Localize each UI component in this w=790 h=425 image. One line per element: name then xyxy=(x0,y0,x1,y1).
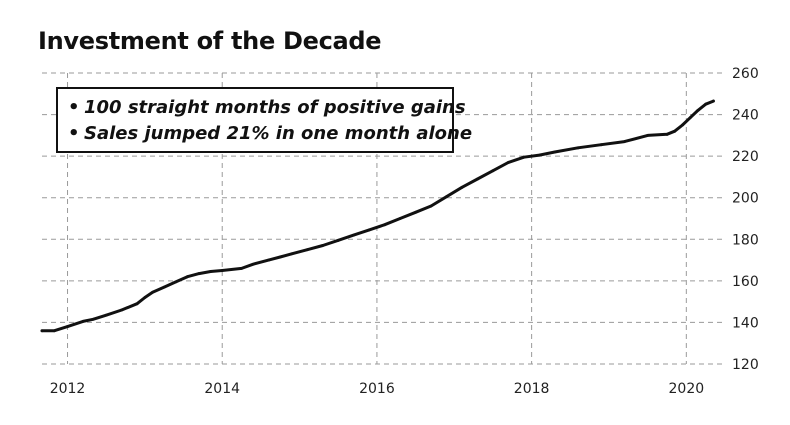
data-point xyxy=(352,233,356,237)
y-tick-label: 180 xyxy=(732,232,759,248)
data-point xyxy=(460,185,464,189)
data-point xyxy=(321,244,325,247)
series-group xyxy=(40,99,715,333)
y-tick-label: 260 xyxy=(732,66,759,82)
data-point xyxy=(688,116,692,120)
data-point xyxy=(711,99,715,103)
data-point xyxy=(398,217,402,220)
x-tick-label: 2020 xyxy=(669,381,705,397)
annotation-text: 100 straight months of positive gains xyxy=(84,97,466,118)
annotation-text: Sales jumped 21% in one month alone xyxy=(84,123,473,144)
annotation-item: • Sales jumped 21% in one month alone xyxy=(68,121,472,147)
data-point xyxy=(251,262,255,266)
data-point xyxy=(220,269,224,272)
x-tick-label: 2016 xyxy=(359,381,395,397)
data-point xyxy=(120,308,124,312)
y-tick-label: 160 xyxy=(732,274,759,290)
data-point xyxy=(290,252,294,256)
y-tick-label: 120 xyxy=(732,357,759,373)
data-point xyxy=(696,109,700,112)
x-tick-label: 2012 xyxy=(50,381,86,397)
x-tick-label: 2014 xyxy=(204,381,240,397)
data-point xyxy=(491,169,495,173)
y-tick-label: 140 xyxy=(732,315,759,331)
data-point xyxy=(186,275,189,279)
chart-title: Investment of the Decade xyxy=(38,27,382,55)
data-point xyxy=(267,258,271,262)
data-point xyxy=(673,129,677,133)
data-point xyxy=(240,266,243,270)
data-point xyxy=(599,143,603,147)
data-point xyxy=(681,123,684,127)
data-point xyxy=(52,329,56,333)
data-point xyxy=(445,195,448,199)
data-point xyxy=(623,140,626,143)
data-point xyxy=(162,285,166,289)
data-point xyxy=(104,313,108,317)
data-point xyxy=(646,133,650,137)
data-point xyxy=(367,228,371,232)
y-axis: 120 140 160 180 200 220 240 260 xyxy=(732,66,759,373)
data-point xyxy=(665,132,669,136)
data-point xyxy=(383,223,387,227)
data-point xyxy=(414,210,418,214)
annotation-item: • 100 straight months of positive gains xyxy=(68,95,466,121)
data-point xyxy=(151,290,155,294)
data-point xyxy=(704,102,708,106)
data-point xyxy=(305,248,309,252)
data-point xyxy=(135,302,139,306)
data-point xyxy=(507,160,510,164)
data-point xyxy=(91,317,95,321)
bullet-icon: • xyxy=(68,123,80,144)
data-point xyxy=(209,270,213,273)
y-tick-label: 240 xyxy=(732,108,759,124)
data-point xyxy=(429,204,433,208)
annotation-box: • 100 straight months of positive gains •… xyxy=(56,87,472,153)
data-point xyxy=(143,296,147,299)
data-point xyxy=(81,319,85,323)
x-axis: 2012 2014 2016 2018 2020 xyxy=(50,381,704,397)
data-point xyxy=(278,255,282,259)
data-point xyxy=(336,238,340,242)
data-point xyxy=(537,153,541,157)
data-point xyxy=(522,155,526,159)
data-point xyxy=(476,177,479,181)
y-tick-label: 200 xyxy=(732,191,759,207)
y-tick-label: 220 xyxy=(732,149,759,165)
data-point xyxy=(40,329,44,333)
data-point xyxy=(66,325,69,328)
x-tick-label: 2018 xyxy=(514,381,550,397)
bullet-icon: • xyxy=(68,97,80,118)
data-point xyxy=(197,272,201,275)
data-point xyxy=(174,280,178,284)
data-point xyxy=(576,146,580,150)
data-point xyxy=(553,150,557,154)
